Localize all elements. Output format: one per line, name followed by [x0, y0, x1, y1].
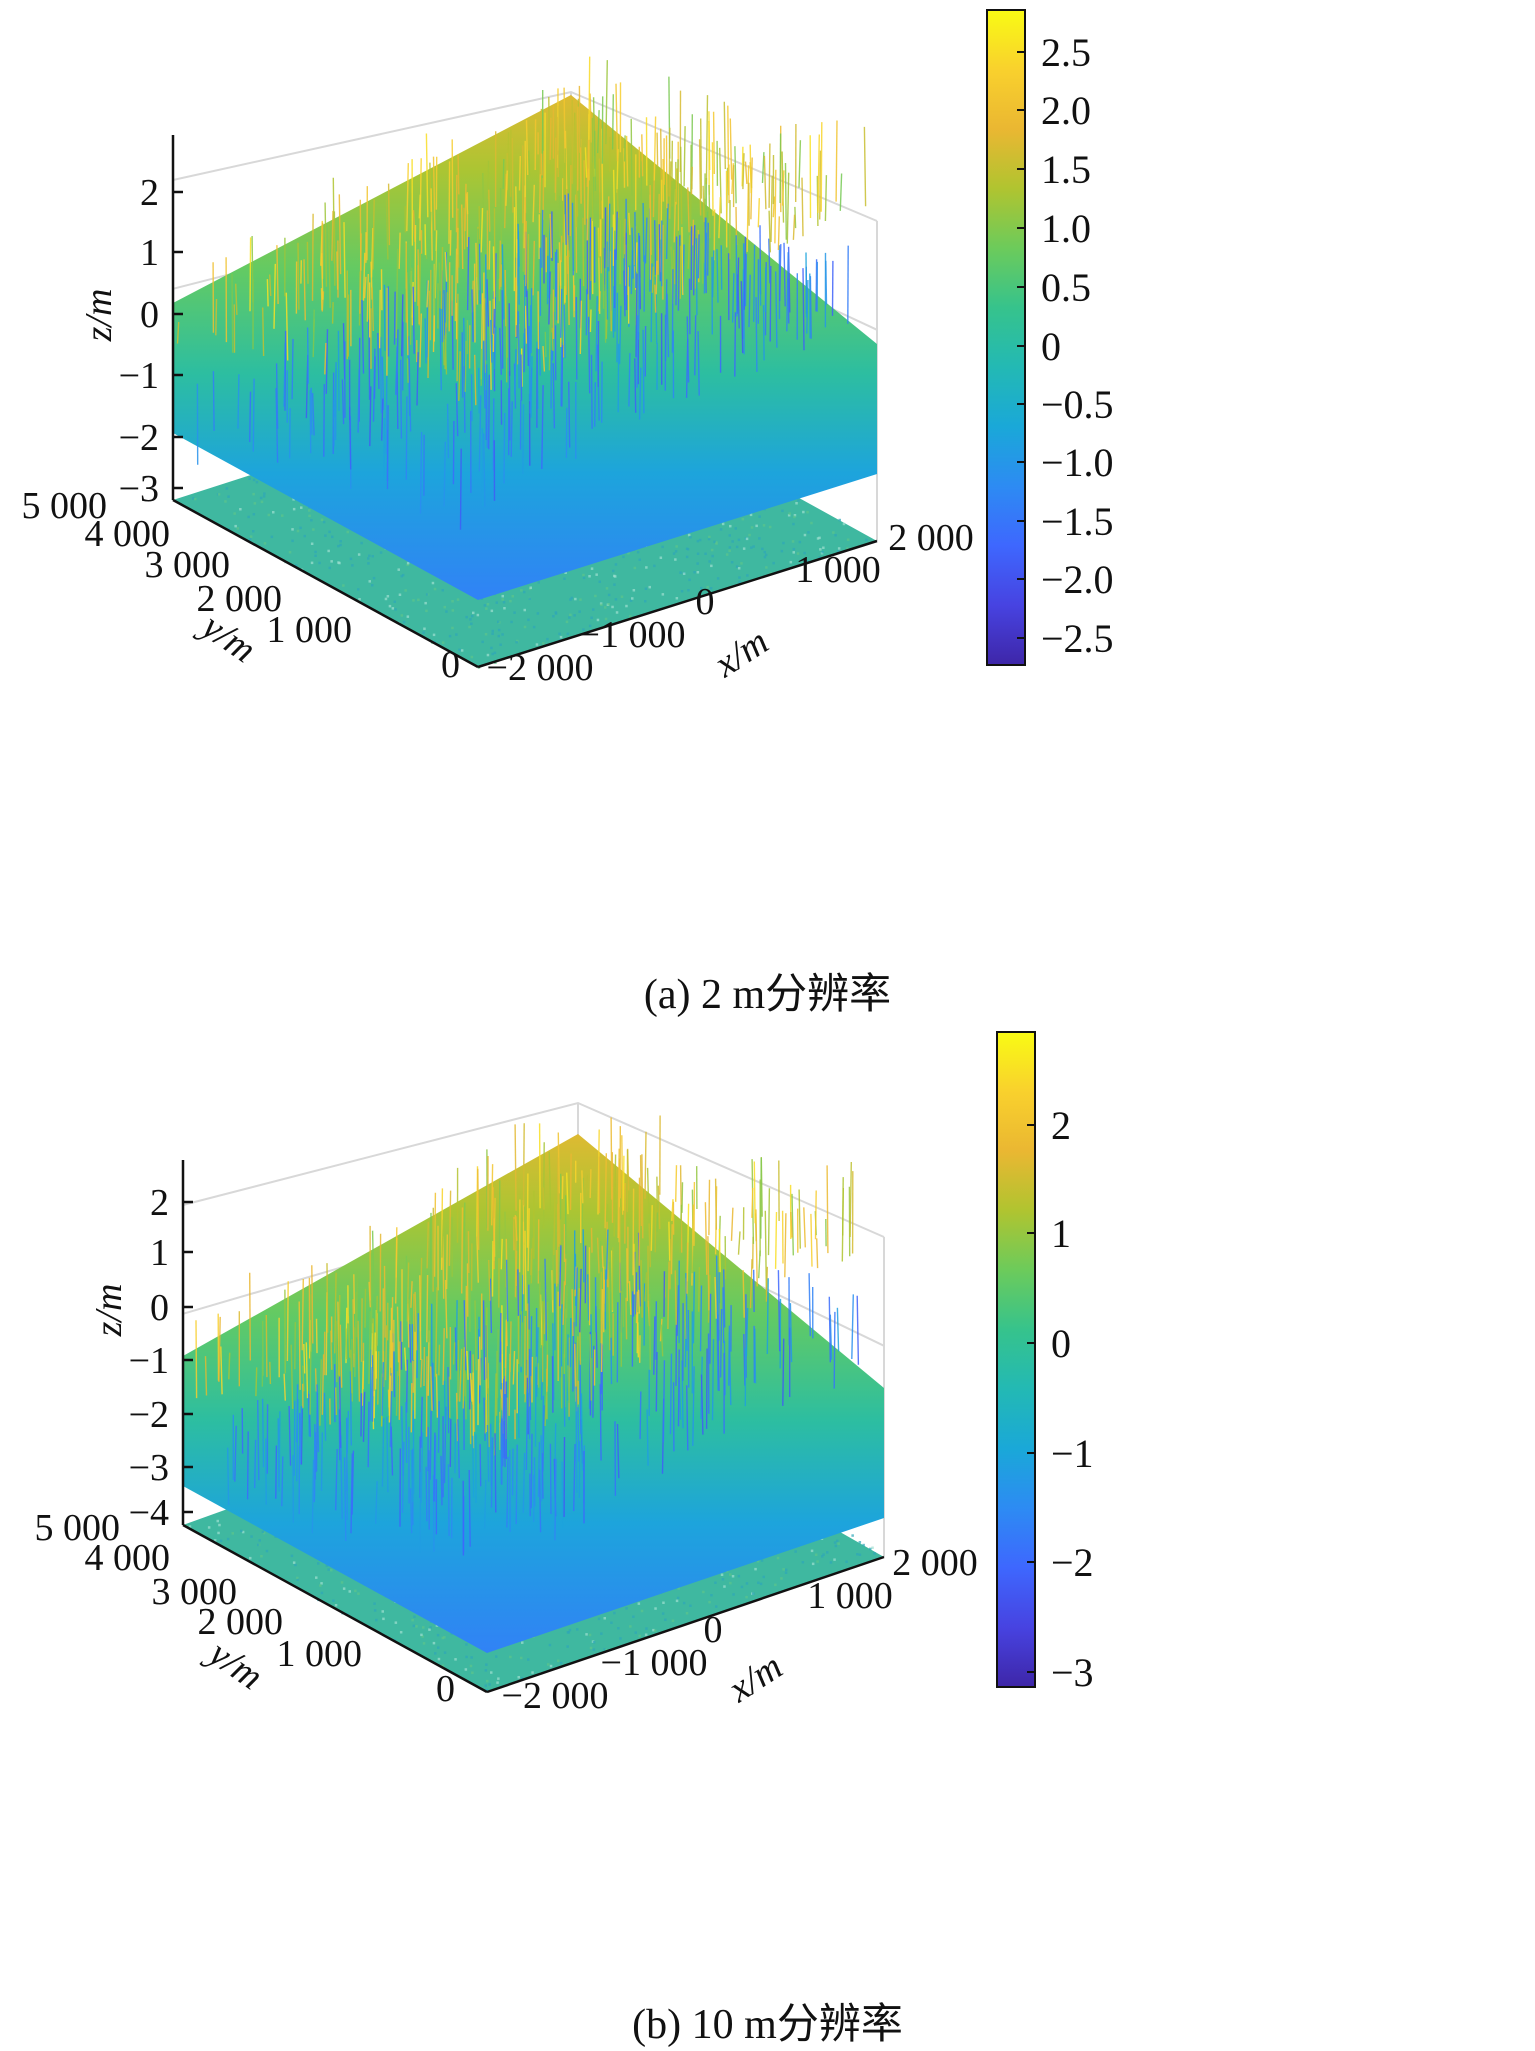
z-tick-label: −1 — [129, 1340, 169, 1382]
z-axis-label: z/m — [78, 289, 120, 343]
x-tick-label: 1 000 — [807, 1575, 893, 1617]
y-tick-label: 0 — [436, 1668, 455, 1710]
x-axis-label: x/m — [706, 620, 776, 686]
colorbar-tick-label: −2.0 — [1041, 557, 1114, 602]
z-tick-label: −2 — [119, 417, 159, 459]
y-tick-label: 5 000 — [35, 1507, 121, 1549]
colorbar-tick-label: 0 — [1041, 324, 1061, 369]
colorbar — [997, 1032, 1035, 1687]
z-tick-label: −2 — [129, 1394, 169, 1436]
x-tick-label: −2 000 — [502, 1675, 609, 1717]
colorbar-tick-label: 1.5 — [1041, 147, 1091, 192]
colorbar-tick-label: −1.0 — [1041, 440, 1114, 485]
colorbar-tick-label: 1 — [1051, 1211, 1071, 1256]
colorbar-tick-label: 0 — [1051, 1321, 1071, 1366]
z-tick-label: 0 — [150, 1287, 169, 1329]
colorbar-tick-label: 0.5 — [1041, 265, 1091, 310]
x-tick-label: −1 000 — [579, 614, 686, 656]
x-tick-label: 2 000 — [888, 517, 974, 559]
x-tick-label: 0 — [704, 1609, 723, 1651]
x-tick-label: −1 000 — [601, 1642, 708, 1684]
x-tick-label: 0 — [696, 581, 715, 623]
z-tick-label: 0 — [140, 294, 159, 336]
z-tick-label: −4 — [129, 1492, 169, 1534]
colorbar-tick-label: 2 — [1051, 1103, 1071, 1148]
z-tick-label: −3 — [119, 468, 159, 510]
x-axis-label: x/m — [720, 1645, 790, 1711]
z-tick-label: 2 — [150, 1182, 169, 1224]
caption-a: (a) 2 m分辨率 — [0, 960, 1535, 1021]
x-tick-label: 1 000 — [795, 549, 881, 591]
z-axis-label: z/m — [88, 1284, 130, 1338]
colorbar-tick-label: −0.5 — [1041, 382, 1114, 427]
colorbar-tick-label: −1 — [1051, 1431, 1094, 1476]
colorbar-tick-label: −1.5 — [1041, 499, 1114, 544]
colorbar-tick-label: −3 — [1051, 1650, 1094, 1695]
y-tick-label: 1 000 — [277, 1633, 363, 1675]
z-tick-label: 1 — [140, 232, 159, 274]
caption-b: (b) 10 m分辨率 — [0, 1990, 1535, 2051]
colorbar-tick-label: 1.0 — [1041, 206, 1091, 251]
colorbar-tick-label: −2 — [1051, 1540, 1094, 1585]
z-tick-label: −3 — [129, 1447, 169, 1489]
x-tick-label: 2 000 — [892, 1542, 978, 1584]
colorbar-tick-label: 2.0 — [1041, 88, 1091, 133]
colorbar-tick-label: 2.5 — [1041, 30, 1091, 75]
x-tick-label: −2 000 — [487, 647, 594, 689]
colorbar — [987, 10, 1025, 665]
z-tick-label: 2 — [140, 172, 159, 214]
z-tick-label: 1 — [150, 1232, 169, 1274]
y-tick-label: 5 000 — [22, 485, 108, 527]
z-tick-label: −1 — [119, 355, 159, 397]
colorbar-tick-label: −2.5 — [1041, 616, 1114, 661]
y-tick-label: 0 — [441, 644, 460, 686]
